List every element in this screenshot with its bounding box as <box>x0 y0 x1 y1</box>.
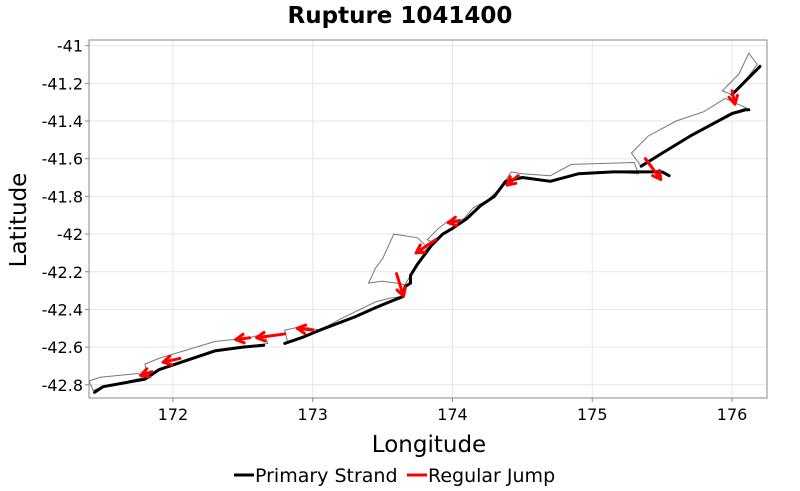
x-axis-label: Longitude <box>372 432 486 458</box>
grid <box>89 40 767 398</box>
y-tick-label: -41.8 <box>42 187 83 206</box>
regular-jump-arrowhead <box>295 323 308 336</box>
regular-jump-arrowhead <box>651 169 663 181</box>
y-axis-label: Latitude <box>6 173 32 268</box>
y-tick-label: -42 <box>57 225 83 244</box>
jump-arrows <box>139 89 739 379</box>
primary-strand-line <box>93 343 266 394</box>
x-tick-label: 173 <box>297 405 328 424</box>
regular-jump-arrowhead <box>446 215 459 228</box>
regular-jump-arrowhead <box>139 367 152 379</box>
section-outlines <box>88 52 758 392</box>
regular-jump-arrowhead <box>505 175 518 187</box>
plot-frame <box>88 39 768 399</box>
y-tick-label: -41.4 <box>42 112 83 131</box>
legend-label-primary-strand: Primary Strand <box>255 465 398 487</box>
y-tick-label: -41.2 <box>42 74 83 93</box>
primary-strand-line <box>730 64 762 97</box>
x-tick-label: 174 <box>437 405 468 424</box>
y-tick-label: -42.6 <box>42 338 83 357</box>
y-tick-label: -41.6 <box>42 150 83 169</box>
section-outline <box>426 161 640 243</box>
y-tick-label: -42.2 <box>42 263 83 282</box>
regular-jump-arrow <box>395 272 406 298</box>
x-tick-label: 176 <box>717 405 748 424</box>
y-tick-label: -42.4 <box>42 300 83 319</box>
x-tick-label: 172 <box>158 405 189 424</box>
regular-jump-arrowhead <box>234 332 246 345</box>
regular-jump-arrowhead <box>727 93 739 106</box>
section-outline <box>630 97 748 167</box>
y-tick-label: -41 <box>57 37 83 56</box>
legend-label-regular-jump: Regular Jump <box>428 465 555 487</box>
regular-jump-arrow <box>643 157 663 181</box>
regular-jump-arrowhead <box>255 330 267 343</box>
regular-jump-arrow <box>255 332 287 340</box>
y-axis-ticks: -41 -41.2 -41.4 -41.6 -41.8 -42 -42.2 -42.4 -42.… <box>42 37 89 395</box>
regular-jump-arrow <box>414 238 438 255</box>
regular-jump-arrowhead <box>395 285 407 298</box>
x-axis-ticks: 172 173 174 175 176 <box>158 398 748 424</box>
regular-jump-arrowhead <box>161 354 174 367</box>
primary-strand-line <box>639 108 751 168</box>
legend: Primary Strand Regular Jump <box>234 465 555 487</box>
chart-title: Rupture 1041400 <box>288 3 513 29</box>
x-tick-label: 175 <box>577 405 608 424</box>
y-tick-label: -42.8 <box>42 376 83 395</box>
primary-strand-lines <box>93 64 762 394</box>
regular-jump-arrowhead <box>414 243 427 255</box>
